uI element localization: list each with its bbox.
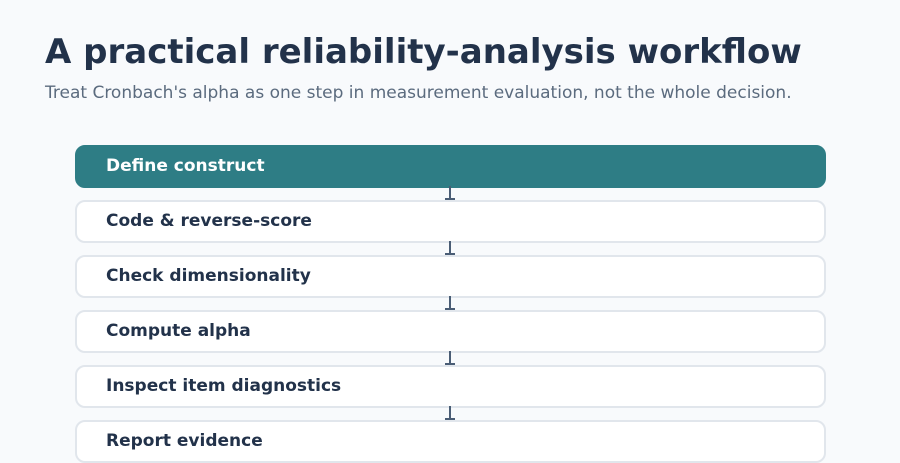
connector-arrow-icon (445, 296, 455, 310)
workflow-step-define-construct: Define construct (75, 145, 826, 188)
connector-arrow-icon (445, 351, 455, 365)
step-label: Compute alpha (106, 321, 251, 341)
connector-arrow-icon (445, 406, 455, 420)
workflow-step-report-evidence: Report evidence (75, 420, 826, 463)
workflow-step-code-reverse-score: Code & reverse-score (75, 200, 826, 243)
step-label: Define construct (106, 156, 265, 176)
workflow-step-compute-alpha: Compute alpha (75, 310, 826, 353)
step-label: Check dimensionality (106, 266, 311, 286)
workflow-step-check-dimensionality: Check dimensionality (75, 255, 826, 298)
page-subtitle: Treat Cronbach's alpha as one step in me… (45, 83, 792, 103)
page-title: A practical reliability-analysis workflo… (45, 32, 802, 72)
step-label: Inspect item diagnostics (106, 376, 342, 396)
connector-arrow-icon (445, 186, 455, 200)
connector-arrow-icon (445, 241, 455, 255)
step-label: Report evidence (106, 431, 263, 451)
step-label: Code & reverse-score (106, 211, 312, 231)
workflow-step-inspect-item-diagnostics: Inspect item diagnostics (75, 365, 826, 408)
